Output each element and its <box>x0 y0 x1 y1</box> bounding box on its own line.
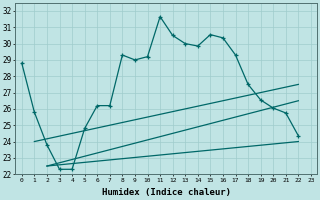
X-axis label: Humidex (Indice chaleur): Humidex (Indice chaleur) <box>102 188 231 197</box>
